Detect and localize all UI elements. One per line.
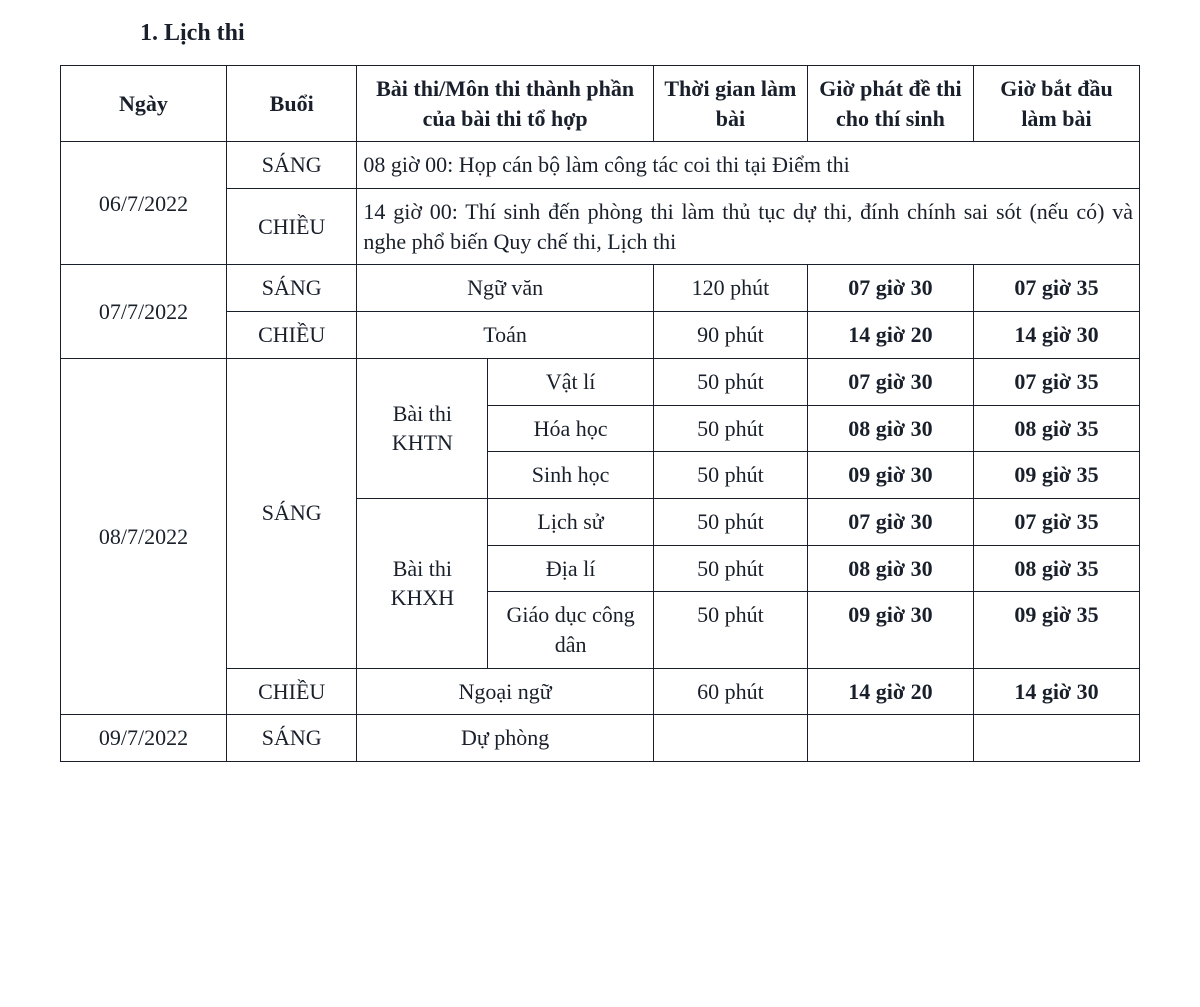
cell-issue-time: 09 giờ 30 [807, 452, 973, 499]
cell-subject: Giáo dục công dân [488, 592, 653, 668]
cell-subject: Ngữ văn [357, 265, 653, 312]
th-buoi: Buổi [226, 66, 356, 142]
cell-issue-time: 07 giờ 30 [807, 498, 973, 545]
cell-date: 09/7/2022 [61, 715, 227, 762]
cell-date: 08/7/2022 [61, 358, 227, 715]
cell-duration: 50 phút [653, 405, 807, 452]
exam-schedule-table: Ngày Buổi Bài thi/Môn thi thành phần của… [60, 65, 1140, 762]
table-row: 08/7/2022 SÁNG Bài thi KHTN Vật lí 50 ph… [61, 358, 1140, 405]
th-giophat: Giờ phát đề thi cho thí sinh [807, 66, 973, 142]
cell-buoi: CHIỀU [226, 312, 356, 359]
cell-subject: Ngoại ngữ [357, 668, 653, 715]
cell-buoi: SÁNG [226, 358, 356, 668]
cell-start-time: 07 giờ 35 [973, 358, 1139, 405]
cell-issue-time: 07 giờ 30 [807, 265, 973, 312]
cell-subject: Toán [357, 312, 653, 359]
cell-issue-time: 14 giờ 20 [807, 312, 973, 359]
cell-buoi: CHIỀU [226, 189, 356, 265]
cell-group-khtn: Bài thi KHTN [357, 358, 488, 498]
cell-duration: 50 phút [653, 452, 807, 499]
th-bai: Bài thi/Môn thi thành phần của bài thi t… [357, 66, 653, 142]
cell-start-time: 07 giờ 35 [973, 265, 1139, 312]
cell-issue-time: 14 giờ 20 [807, 668, 973, 715]
cell-subject: Lịch sử [488, 498, 653, 545]
cell-duration: 50 phút [653, 545, 807, 592]
cell-note-afternoon: 14 giờ 00: Thí sinh đến phòng thi làm th… [357, 189, 1140, 265]
cell-note-morning: 08 giờ 00: Họp cán bộ làm công tác coi t… [357, 142, 1140, 189]
cell-duration: 90 phút [653, 312, 807, 359]
th-giobat: Giờ bắt đầu làm bài [973, 66, 1139, 142]
cell-subject: Hóa học [488, 405, 653, 452]
cell-start-time: 08 giờ 35 [973, 545, 1139, 592]
cell-issue-time: 08 giờ 30 [807, 405, 973, 452]
cell-buoi: SÁNG [226, 715, 356, 762]
table-header-row: Ngày Buổi Bài thi/Môn thi thành phần của… [61, 66, 1140, 142]
table-row: 06/7/2022 SÁNG 08 giờ 00: Họp cán bộ làm… [61, 142, 1140, 189]
cell-subject: Địa lí [488, 545, 653, 592]
cell-start-time: 09 giờ 35 [973, 452, 1139, 499]
section-title: 1. Lịch thi [140, 20, 1140, 47]
cell-group-khxh: Bài thi KHXH [357, 498, 488, 668]
cell-issue-time [807, 715, 973, 762]
table-row: 09/7/2022 SÁNG Dự phòng [61, 715, 1140, 762]
cell-start-time: 14 giờ 30 [973, 668, 1139, 715]
cell-subject: Vật lí [488, 358, 653, 405]
cell-subject: Sinh học [488, 452, 653, 499]
cell-buoi: SÁNG [226, 265, 356, 312]
cell-start-time: 07 giờ 35 [973, 498, 1139, 545]
th-thoigian: Thời gian làm bài [653, 66, 807, 142]
cell-duration: 60 phút [653, 668, 807, 715]
cell-buoi: SÁNG [226, 142, 356, 189]
cell-duration: 50 phút [653, 498, 807, 545]
cell-start-time: 08 giờ 35 [973, 405, 1139, 452]
cell-start-time [973, 715, 1139, 762]
cell-issue-time: 08 giờ 30 [807, 545, 973, 592]
table-row: 07/7/2022 SÁNG Ngữ văn 120 phút 07 giờ 3… [61, 265, 1140, 312]
cell-start-time: 09 giờ 35 [973, 592, 1139, 668]
cell-buoi: CHIỀU [226, 668, 356, 715]
th-ngay: Ngày [61, 66, 227, 142]
cell-date: 06/7/2022 [61, 142, 227, 265]
cell-duration: 50 phút [653, 592, 807, 668]
cell-subject: Dự phòng [357, 715, 653, 762]
cell-issue-time: 07 giờ 30 [807, 358, 973, 405]
cell-duration [653, 715, 807, 762]
cell-duration: 120 phút [653, 265, 807, 312]
cell-issue-time: 09 giờ 30 [807, 592, 973, 668]
cell-start-time: 14 giờ 30 [973, 312, 1139, 359]
cell-duration: 50 phút [653, 358, 807, 405]
cell-date: 07/7/2022 [61, 265, 227, 358]
